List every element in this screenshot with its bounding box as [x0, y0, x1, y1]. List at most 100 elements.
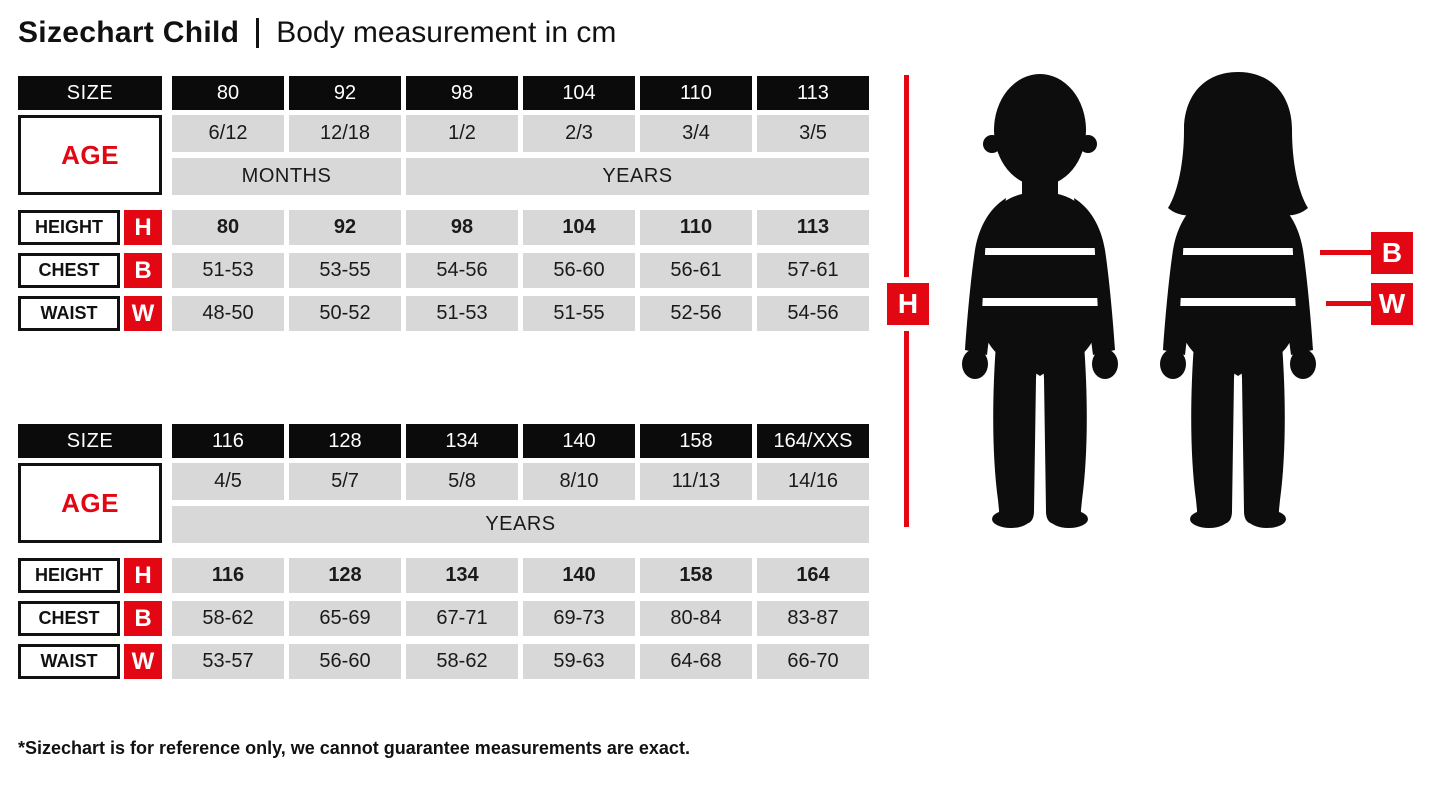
age-cell: 1/2	[406, 115, 518, 152]
value-cell: 54-56	[757, 296, 869, 331]
value-cell: 54-56	[406, 253, 518, 288]
value-cell: 59-63	[523, 644, 635, 679]
chest-label: CHEST	[18, 601, 120, 636]
value-cell: 67-71	[406, 601, 518, 636]
age-unit-years: YEARS	[406, 158, 869, 195]
size-cell: 116	[172, 424, 284, 458]
size-cell: 80	[172, 76, 284, 110]
size-header-row: SIZE 80 92 98 104 110 113	[18, 76, 869, 110]
age-cell: 8/10	[523, 463, 635, 500]
age-cell: 11/13	[640, 463, 752, 500]
chest-letter-badge: B	[124, 253, 162, 288]
size-cell: 164/XXS	[757, 424, 869, 458]
value-cell: 110	[640, 210, 752, 245]
value-cell: 51-53	[172, 253, 284, 288]
value-cell: 56-60	[523, 253, 635, 288]
value-cell: 83-87	[757, 601, 869, 636]
height-row: HEIGHT H 80 92 98 104 110 113	[18, 210, 869, 245]
value-cell: 158	[640, 558, 752, 593]
age-cell: 3/5	[757, 115, 869, 152]
age-cell: 2/3	[523, 115, 635, 152]
girl-silhouette	[1160, 72, 1316, 528]
age-cell: 12/18	[289, 115, 401, 152]
value-cell: 64-68	[640, 644, 752, 679]
page-subtitle: Body measurement in cm	[276, 16, 617, 49]
age-cell: 5/7	[289, 463, 401, 500]
value-cell: 80	[172, 210, 284, 245]
title-divider	[256, 18, 260, 48]
height-marker: H	[887, 283, 929, 325]
waist-letter-badge: W	[124, 644, 162, 679]
waist-row: WAIST W 53-57 56-60 58-62 59-63 64-68 66…	[18, 644, 869, 679]
size-cell: 98	[406, 76, 518, 110]
value-cell: 58-62	[406, 644, 518, 679]
size-header-cell: SIZE	[18, 76, 162, 110]
age-grid: 6/12 12/18 1/2 2/3 3/4 3/5 MONTHS YEARS	[172, 115, 869, 195]
age-label-box: AGE	[18, 115, 162, 195]
height-row: HEIGHT H 116 128 134 140 158 164	[18, 558, 869, 593]
size-cell: 140	[523, 424, 635, 458]
waist-letter-badge: W	[124, 296, 162, 331]
age-cell: 5/8	[406, 463, 518, 500]
chest-row: CHEST B 51-53 53-55 54-56 56-60 56-61 57…	[18, 253, 869, 288]
value-cell: 51-53	[406, 296, 518, 331]
value-cell: 56-60	[289, 644, 401, 679]
waist-label: WAIST	[18, 296, 120, 331]
waist-row: WAIST W 48-50 50-52 51-53 51-55 52-56 54…	[18, 296, 869, 331]
age-cell: 14/16	[757, 463, 869, 500]
chest-row: CHEST B 58-62 65-69 67-71 69-73 80-84 83…	[18, 601, 869, 636]
age-unit-years: YEARS	[172, 506, 869, 543]
value-cell: 80-84	[640, 601, 752, 636]
size-cell: 113	[757, 76, 869, 110]
chest-label: CHEST	[18, 253, 120, 288]
height-label: HEIGHT	[18, 558, 120, 593]
value-cell: 66-70	[757, 644, 869, 679]
age-unit-months: MONTHS	[172, 158, 401, 195]
size-cell: 158	[640, 424, 752, 458]
waist-pointer-line	[1326, 301, 1371, 306]
size-cell: 110	[640, 76, 752, 110]
age-units-row: MONTHS YEARS	[172, 158, 869, 195]
height-letter-badge: H	[124, 558, 162, 593]
age-values-row: 6/12 12/18 1/2 2/3 3/4 3/5	[172, 115, 869, 152]
value-cell: 48-50	[172, 296, 284, 331]
value-cell: 58-62	[172, 601, 284, 636]
age-section: AGE 6/12 12/18 1/2 2/3 3/4 3/5 MONTHS YE…	[18, 115, 869, 195]
size-cell: 104	[523, 76, 635, 110]
waist-label: WAIST	[18, 644, 120, 679]
value-cell: 69-73	[523, 601, 635, 636]
age-label-box: AGE	[18, 463, 162, 543]
size-cell: 134	[406, 424, 518, 458]
chest-pointer-line	[1320, 250, 1371, 255]
boy-silhouette	[962, 74, 1118, 528]
size-cell: 92	[289, 76, 401, 110]
height-letter-badge: H	[124, 210, 162, 245]
age-section: AGE 4/5 5/7 5/8 8/10 11/13 14/16 YEARS	[18, 463, 869, 543]
size-table-80-113: SIZE 80 92 98 104 110 113 AGE 6/12 12/18…	[18, 76, 869, 339]
value-cell: 56-61	[640, 253, 752, 288]
value-cell: 65-69	[289, 601, 401, 636]
chest-marker: B	[1371, 232, 1413, 274]
value-cell: 92	[289, 210, 401, 245]
value-cell: 164	[757, 558, 869, 593]
age-values-row: 4/5 5/7 5/8 8/10 11/13 14/16	[172, 463, 869, 500]
value-cell: 134	[406, 558, 518, 593]
age-grid: 4/5 5/7 5/8 8/10 11/13 14/16 YEARS	[172, 463, 869, 543]
size-header-row: SIZE 116 128 134 140 158 164/XXS	[18, 424, 869, 458]
value-cell: 50-52	[289, 296, 401, 331]
value-cell: 53-57	[172, 644, 284, 679]
value-cell: 51-55	[523, 296, 635, 331]
waist-marker: W	[1371, 283, 1413, 325]
page-title: Sizechart Child	[18, 16, 240, 49]
value-cell: 116	[172, 558, 284, 593]
age-units-row: YEARS	[172, 506, 869, 543]
size-cell: 128	[289, 424, 401, 458]
value-cell: 98	[406, 210, 518, 245]
footnote: *Sizechart is for reference only, we can…	[18, 738, 690, 758]
chest-letter-badge: B	[124, 601, 162, 636]
size-table-116-164: SIZE 116 128 134 140 158 164/XXS AGE 4/5…	[18, 424, 869, 687]
value-cell: 128	[289, 558, 401, 593]
value-cell: 104	[523, 210, 635, 245]
value-cell: 57-61	[757, 253, 869, 288]
